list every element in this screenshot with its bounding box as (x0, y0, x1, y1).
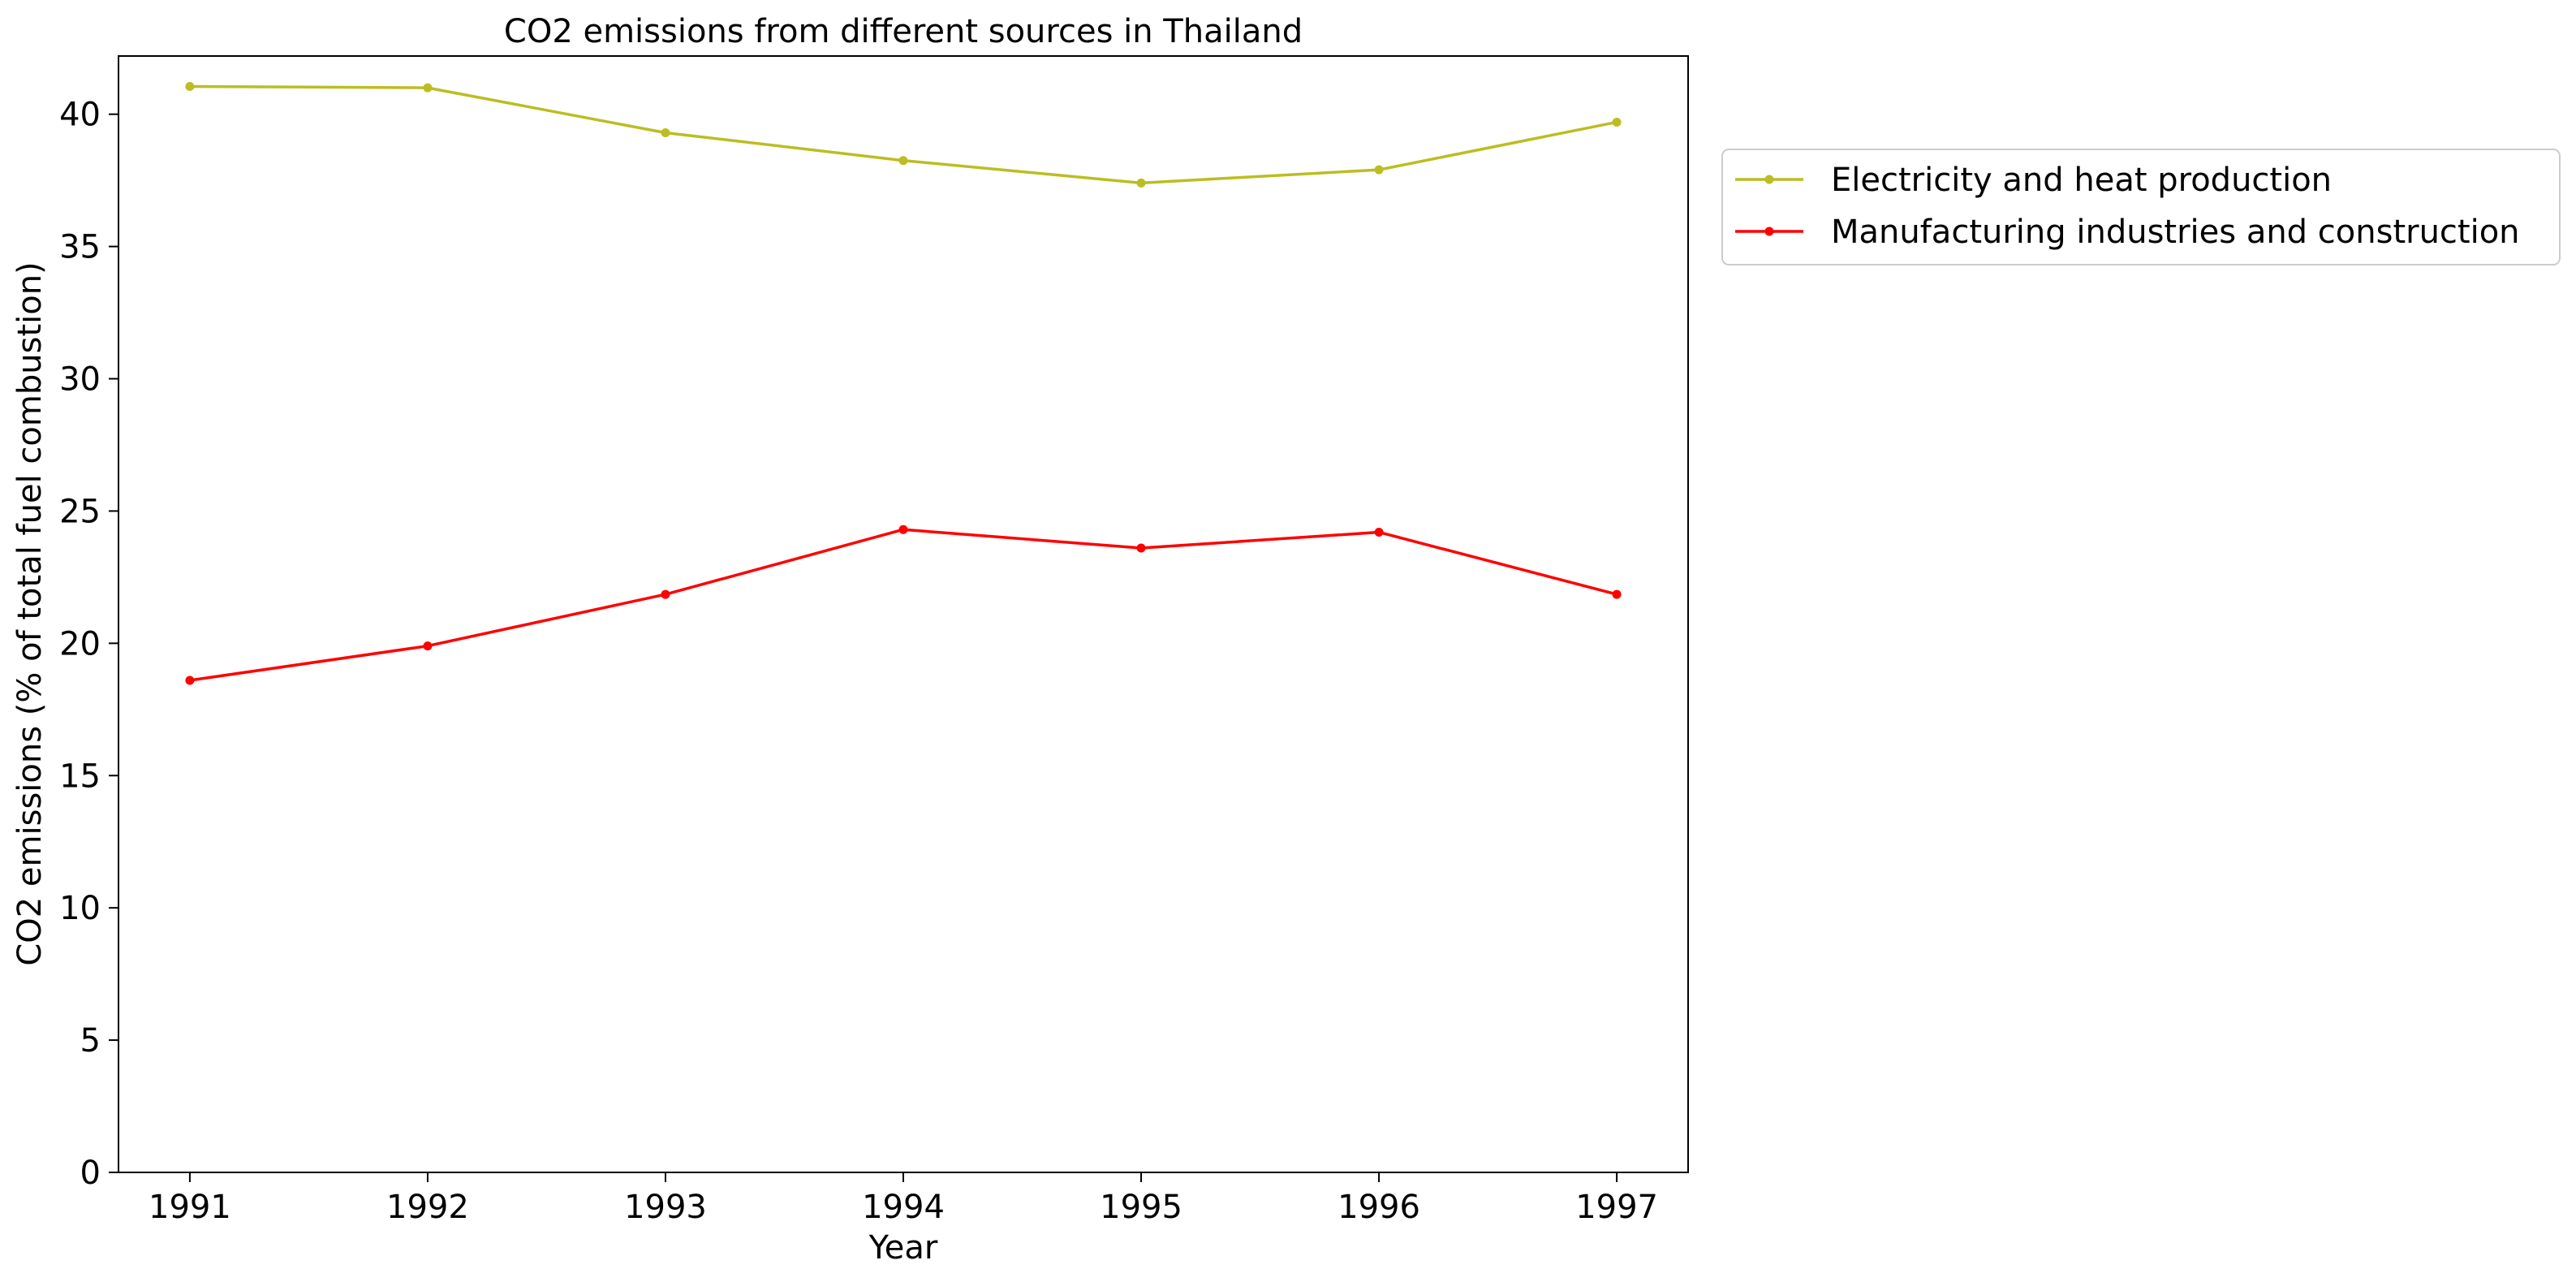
plot-area: 1991 1992 1993 1994 1995 1996 1997 0 5 10 15 20 25 3… (59, 55, 1689, 1226)
x-tick-label: 1992 (386, 1189, 469, 1226)
x-tick-label: 1996 (1338, 1189, 1420, 1226)
legend-label: Manufacturing industries and constructio… (1831, 214, 2520, 251)
series-line-1 (189, 84, 1618, 185)
data-point (185, 676, 195, 685)
data-point (1136, 543, 1146, 553)
data-point (898, 524, 908, 534)
data-point (1374, 165, 1384, 175)
data-point (661, 127, 670, 137)
y-tick-label: 35 (59, 229, 101, 266)
data-point (898, 156, 908, 166)
y-tick-label: 0 (80, 1155, 101, 1192)
x-axis-label: Year (868, 1229, 938, 1267)
legend-label: Electricity and heat production (1831, 162, 2332, 199)
legend: Electricity and heat production Manufactu… (1721, 149, 2561, 265)
y-tick-label: 15 (59, 758, 101, 795)
y-axis-label: CO2 emissions (% of total fuel combustio… (11, 261, 49, 965)
data-point (661, 589, 670, 599)
series-line-2 (189, 528, 1618, 682)
legend-box (1721, 149, 2561, 265)
y-tick-label: 30 (59, 361, 101, 399)
x-tick-label: 1995 (1100, 1189, 1182, 1226)
data-point (1612, 117, 1622, 127)
series-layer (185, 81, 1622, 685)
y-tick-label: 10 (59, 890, 101, 927)
x-tick-label: 1991 (149, 1189, 231, 1226)
data-point (423, 83, 433, 93)
legend-marker (1764, 175, 1774, 184)
data-point (185, 81, 195, 91)
y-tick-label: 25 (59, 493, 101, 530)
y-tick-label: 40 (59, 97, 101, 134)
y-tick-label: 20 (59, 625, 101, 663)
data-point (423, 641, 433, 651)
data-point (1136, 178, 1146, 188)
data-point (1612, 589, 1622, 599)
y-tick-label: 5 (80, 1022, 101, 1060)
chart-title: CO2 emissions from different sources in … (504, 13, 1303, 50)
y-axis: 0 5 10 15 20 25 30 35 40 (59, 97, 118, 1192)
x-tick-label: 1993 (624, 1189, 707, 1226)
x-tick-label: 1997 (1575, 1189, 1658, 1226)
x-axis: 1991 1992 1993 1994 1995 1996 1997 (149, 1172, 1658, 1226)
x-tick-label: 1994 (862, 1189, 945, 1226)
legend-marker (1764, 227, 1774, 236)
data-point (1374, 527, 1384, 537)
plot-frame (118, 55, 1689, 1173)
